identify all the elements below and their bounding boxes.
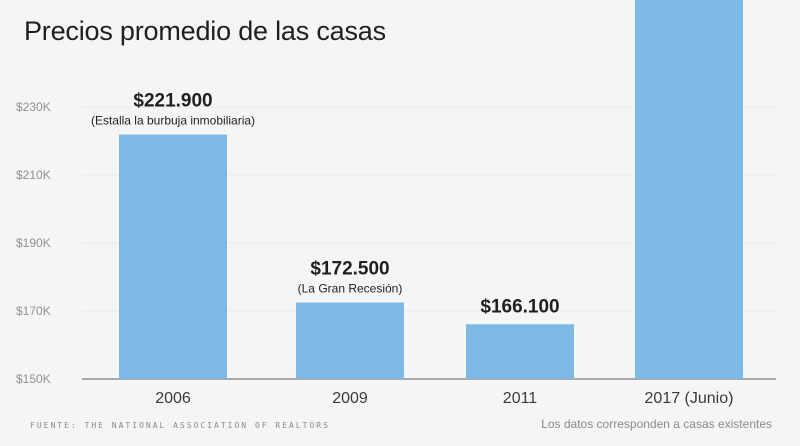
chart-title: Precios promedio de las casas xyxy=(24,16,386,46)
y-tick-label: $150K xyxy=(16,372,51,386)
y-tick-label: $210K xyxy=(16,168,51,182)
x-tick-label: 2006 xyxy=(155,390,191,407)
bar-annotation: (La Gran Recesión) xyxy=(298,282,403,296)
x-tick-label: 2017 (Junio) xyxy=(645,390,734,407)
bars xyxy=(119,0,743,380)
y-tick-label: $230K xyxy=(16,100,51,114)
x-tick-label: 2009 xyxy=(332,390,368,407)
labels: $150K $170K $190K $210K $230K $221.900 (Estall… xyxy=(16,91,734,407)
bar-value-label: $166.100 xyxy=(480,296,559,317)
bar-value-label: $172.500 xyxy=(310,259,389,280)
bar xyxy=(296,302,404,379)
y-tick-label: $190K xyxy=(16,236,51,250)
y-tick-label: $170K xyxy=(16,304,51,318)
bar-value-label: $221.900 xyxy=(133,91,212,112)
bar xyxy=(119,134,227,379)
bar xyxy=(466,324,574,379)
bar-annotation: (Estalla la burbuja inmobiliaria) xyxy=(91,114,255,128)
data-note: Los datos corresponden a casas existente… xyxy=(541,417,772,431)
bar xyxy=(635,0,743,380)
x-tick-label: 2011 xyxy=(503,390,538,407)
source-note: FUENTE: THE NATIONAL ASSOCIATION OF REAL… xyxy=(30,421,330,430)
